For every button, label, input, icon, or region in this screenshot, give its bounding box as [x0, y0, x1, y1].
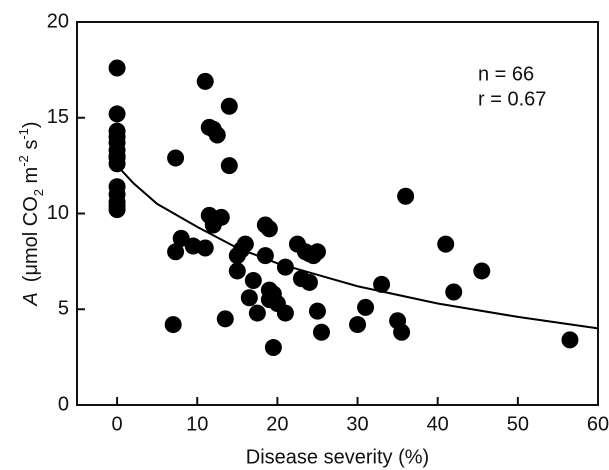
y-axis-label-part: A	[20, 292, 42, 306]
point	[264, 339, 282, 357]
point	[167, 149, 185, 167]
x-tick-label: 60	[587, 413, 609, 435]
point	[373, 275, 391, 293]
y-axis-label-part: (μmol CO	[20, 196, 42, 282]
point	[300, 273, 318, 291]
point	[445, 283, 463, 301]
point	[216, 310, 234, 328]
point	[220, 97, 238, 115]
x-tick-label: 0	[112, 413, 123, 435]
y-tick-label: 10	[47, 202, 69, 224]
y-axis-label: A (μmol CO2 m-2 s-1)	[16, 121, 46, 306]
point	[236, 235, 254, 253]
x-tick-label: 50	[507, 413, 529, 435]
point	[248, 304, 266, 322]
y-tick-label: 5	[58, 298, 69, 320]
y-tick-label: 15	[47, 106, 69, 128]
point	[196, 239, 214, 257]
point	[244, 272, 262, 290]
point	[240, 289, 258, 307]
y-axis-label-part: 2	[31, 189, 46, 196]
point	[308, 243, 326, 261]
x-axis-label: Disease severity (%)	[246, 446, 429, 468]
y-axis-label-part: )	[20, 121, 42, 128]
y-axis-label-part: s	[20, 140, 42, 156]
annotation: r = 0.67	[478, 88, 546, 110]
point	[212, 208, 230, 226]
point	[108, 59, 126, 77]
x-tick-label: 10	[186, 413, 208, 435]
point	[393, 323, 411, 341]
point	[312, 323, 330, 341]
point	[256, 247, 274, 265]
point	[437, 235, 455, 253]
point	[220, 157, 238, 175]
y-axis-label-part: -2	[16, 155, 31, 167]
point	[349, 316, 367, 334]
point	[357, 298, 375, 316]
y-tick-label: 20	[47, 10, 69, 32]
point	[397, 187, 415, 205]
point	[208, 126, 226, 144]
point	[196, 72, 214, 90]
point	[167, 243, 185, 261]
point	[473, 262, 491, 280]
point	[260, 220, 278, 238]
point	[561, 331, 579, 349]
x-tick-label: 20	[266, 413, 288, 435]
annotation: n = 66	[478, 63, 534, 85]
y-axis-label-part: m	[20, 167, 42, 189]
x-tick-label: 40	[427, 413, 449, 435]
point	[276, 258, 294, 276]
y-tick-label: 0	[58, 393, 69, 415]
point	[108, 105, 126, 123]
x-tick-label: 30	[346, 413, 368, 435]
fit-line	[116, 164, 599, 330]
point	[108, 193, 126, 211]
point	[276, 304, 294, 322]
point	[308, 302, 326, 320]
point	[228, 262, 246, 280]
point	[164, 316, 182, 334]
point	[108, 147, 126, 165]
y-axis-label-part: -1	[16, 128, 31, 140]
